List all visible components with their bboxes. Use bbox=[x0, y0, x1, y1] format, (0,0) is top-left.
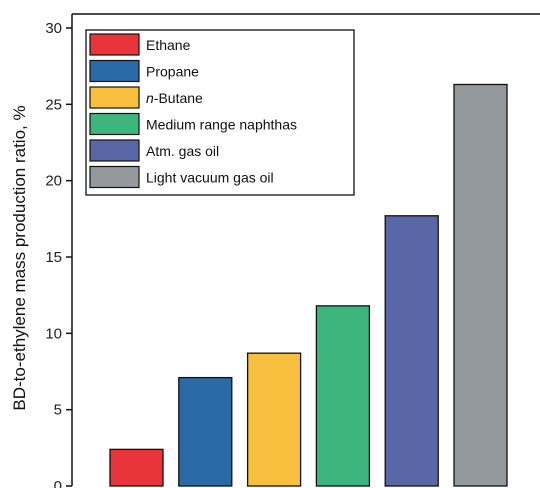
legend-label: n-Butane bbox=[146, 90, 203, 106]
legend-label: Propane bbox=[146, 64, 199, 80]
bars-group bbox=[109, 83, 508, 487]
y-tick-label: 30 bbox=[45, 20, 62, 37]
legend: Ethane Propane n-Butane Medium range naphth… bbox=[85, 29, 355, 196]
y-tick-label: 25 bbox=[45, 96, 62, 113]
bar-atm-gas-oil bbox=[384, 215, 439, 487]
legend-swatch bbox=[89, 59, 140, 83]
y-tick-label: 20 bbox=[45, 173, 62, 190]
legend-swatch bbox=[89, 139, 140, 162]
y-tick-label: 10 bbox=[45, 325, 62, 342]
legend-label: Ethane bbox=[146, 37, 191, 53]
legend-label: Atm. gas oil bbox=[146, 143, 219, 159]
bar-propane bbox=[178, 376, 233, 487]
y-tick-label: 15 bbox=[45, 249, 62, 266]
legend-label: Medium range naphthas bbox=[146, 117, 297, 133]
legend-label-italic-part: n bbox=[146, 90, 154, 106]
legend-swatch bbox=[89, 86, 140, 109]
y-tick-label: 5 bbox=[54, 402, 62, 419]
legend-swatch bbox=[89, 33, 140, 56]
bar-n-butane bbox=[246, 352, 302, 487]
bar-medium-range-naphthas bbox=[315, 305, 371, 487]
legend-label-rest: -Butane bbox=[154, 90, 203, 106]
legend-swatch bbox=[89, 112, 140, 136]
legend-swatch bbox=[89, 165, 140, 189]
y-axis-label: BD-to-ethylene mass production ratio, % bbox=[10, 105, 29, 410]
plot-area bbox=[71, 13, 540, 486]
bar-light-vacuum-gas-oil bbox=[453, 83, 508, 487]
bar-ethane bbox=[109, 448, 164, 487]
y-tick-label: 0 bbox=[54, 478, 62, 488]
y-axis-ticks: 0 5 10 15 20 25 30 bbox=[45, 20, 72, 488]
legend-label: Light vacuum gas oil bbox=[146, 170, 274, 186]
